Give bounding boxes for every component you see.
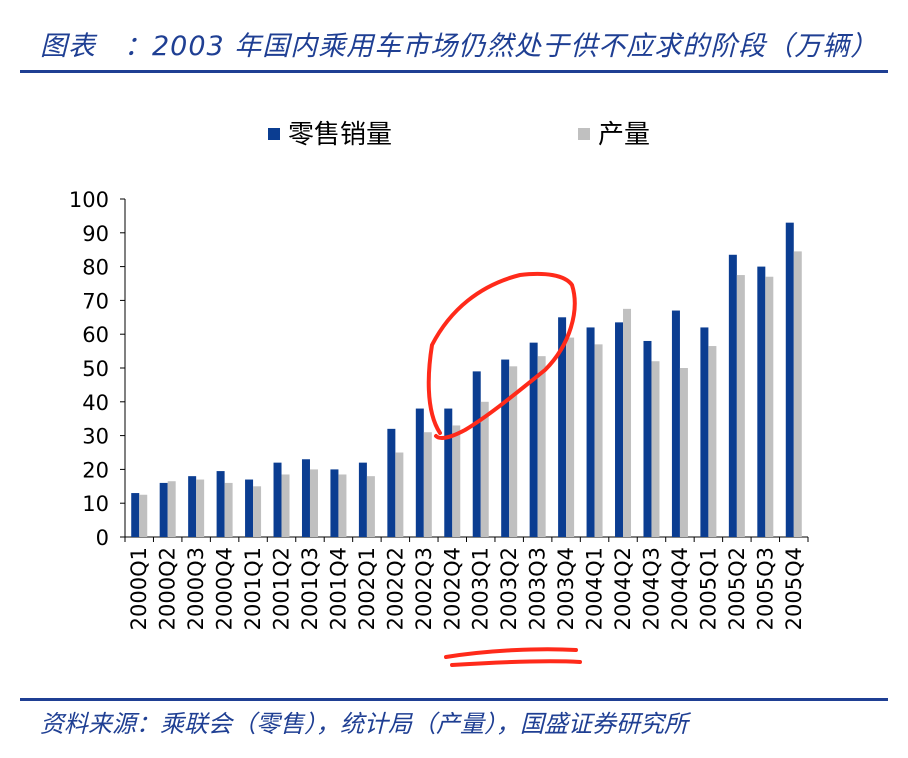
- bar-production: [196, 479, 205, 537]
- bar-retail-sales: [188, 476, 197, 537]
- x-tick-label: 2000Q2: [156, 547, 180, 630]
- bar-retail-sales: [415, 408, 424, 537]
- x-tick-label: 2002Q3: [412, 547, 436, 630]
- bar-production: [366, 476, 375, 537]
- bar-retail-sales: [159, 482, 168, 537]
- footer-divider: [20, 698, 888, 701]
- bar-retail-sales: [358, 462, 367, 537]
- y-tick-label: 10: [82, 492, 109, 516]
- hand-drawn-annotations: [426, 271, 582, 667]
- bar-retail-sales: [558, 317, 567, 537]
- x-tick-label: 2000Q4: [213, 547, 237, 630]
- bar-retail-sales: [131, 493, 140, 537]
- x-tick-label: 2002Q1: [355, 547, 379, 630]
- y-tick-label: 40: [82, 391, 109, 415]
- chart-title: 图表 ：2003 年国内乘用车市场仍然处于供不应求的阶段（万辆）: [40, 31, 879, 62]
- bar-retail-sales: [472, 371, 481, 537]
- bar-production: [736, 275, 745, 537]
- source-note: 资料来源：乘联会（零售），统计局（产量），国盛证券研究所: [40, 710, 688, 738]
- x-tick-label: 2002Q4: [440, 547, 464, 630]
- bar-production: [651, 361, 660, 537]
- bar-retail-sales: [671, 310, 680, 537]
- bar-production: [623, 308, 632, 537]
- y-tick-label: 0: [96, 526, 109, 550]
- bar-retail-sales: [301, 459, 310, 537]
- bar-retail-sales: [501, 359, 510, 537]
- bar-production: [423, 432, 432, 537]
- x-tick-label: 2005Q1: [696, 547, 720, 630]
- x-tick-label: 2001Q3: [298, 547, 322, 630]
- y-tick-label: 100: [69, 188, 109, 212]
- y-tick-label: 80: [82, 256, 109, 280]
- x-tick-labels: 2000Q1 2000Q2 2000Q3 2000Q4 2001Q1 2001Q2 2001…: [127, 547, 806, 630]
- x-tick-label: 2005Q4: [782, 547, 806, 630]
- bar-production: [594, 344, 603, 537]
- bar-production: [793, 251, 802, 537]
- annotation-underline: [444, 647, 582, 667]
- bar-retail-sales: [387, 428, 396, 537]
- bar-production: [309, 469, 318, 537]
- bar-production: [765, 276, 774, 537]
- bar-production: [281, 474, 290, 537]
- bar-retail-sales: [330, 469, 339, 537]
- bar-production: [139, 494, 148, 537]
- bar-retail-sales: [273, 462, 282, 537]
- bar-production: [708, 346, 717, 537]
- bar-production: [509, 366, 518, 537]
- bar-production: [167, 481, 176, 537]
- x-tick-label: 2001Q1: [241, 547, 265, 630]
- y-tick-label: 70: [82, 289, 109, 313]
- x-tick-label: 2004Q3: [639, 547, 663, 630]
- bar-retail-sales: [757, 266, 766, 537]
- bar-retail-sales: [444, 408, 453, 537]
- x-tick-label: 2000Q1: [127, 547, 151, 630]
- x-tick-label: 2004Q2: [611, 547, 635, 630]
- y-tick-label: 90: [82, 222, 109, 246]
- legend: 零售销量 产量: [268, 120, 650, 150]
- bar-retail-sales: [529, 342, 538, 537]
- x-tick-label: 2005Q3: [753, 547, 777, 630]
- legend-swatch: [268, 128, 280, 140]
- bar-production: [452, 425, 461, 537]
- x-tick-label: 2002Q2: [383, 547, 407, 630]
- y-tick-label: 20: [82, 458, 109, 482]
- bar-production: [338, 474, 347, 537]
- bar-production: [480, 401, 489, 537]
- bar-production: [395, 452, 404, 537]
- bar-retail-sales: [643, 340, 652, 537]
- x-tick-label: 2003Q2: [497, 547, 521, 630]
- y-tick-label: 30: [82, 425, 109, 449]
- legend-label: 产量: [598, 120, 650, 150]
- bar-production: [537, 356, 546, 537]
- bar-retail-sales: [216, 471, 225, 537]
- bar-retail-sales: [700, 327, 709, 537]
- bars: [131, 222, 802, 537]
- bar-retail-sales: [785, 222, 794, 537]
- x-tick-label: 2003Q1: [469, 547, 493, 630]
- x-tick-label: 2001Q2: [270, 547, 294, 630]
- bar-retail-sales: [615, 322, 624, 537]
- x-tick-label: 2004Q1: [583, 547, 607, 630]
- legend-label: 零售销量: [288, 120, 392, 150]
- x-tick-label: 2003Q3: [526, 547, 550, 630]
- bar-production: [679, 368, 688, 537]
- header-divider: [20, 70, 888, 73]
- bar-retail-sales: [728, 254, 737, 537]
- y-tick-label: 50: [82, 357, 109, 381]
- x-tick-label: 2005Q2: [725, 547, 749, 630]
- x-tick-label: 2003Q4: [554, 547, 578, 630]
- bar-production: [566, 337, 575, 537]
- legend-swatch: [578, 128, 590, 140]
- axes: 0 10 20 30 40 50 60 70 80 90 100: [69, 188, 809, 550]
- x-tick-label: 2004Q4: [668, 547, 692, 630]
- bar-production: [224, 482, 233, 537]
- bar-production: [253, 486, 262, 537]
- x-tick-label: 2000Q3: [184, 547, 208, 630]
- annotation-circle: [426, 271, 577, 440]
- y-tick-label: 60: [82, 323, 109, 347]
- x-tick-label: 2001Q4: [326, 547, 350, 630]
- bar-retail-sales: [245, 479, 254, 537]
- bar-retail-sales: [586, 327, 595, 537]
